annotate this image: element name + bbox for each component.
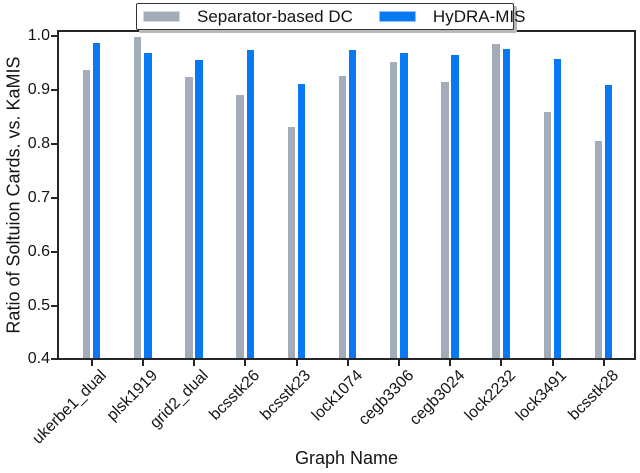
- x-tick-mark: [141, 360, 144, 366]
- legend-swatch-hydra-mis: [378, 11, 416, 22]
- bar-hydra-mis-lock3491: [553, 58, 562, 358]
- y-tick-mark: [51, 142, 57, 145]
- bar-separator-dc-lock1074: [338, 76, 347, 358]
- y-tick-mark: [51, 250, 57, 253]
- legend-item-separator-based-dc: Separator-based DC: [143, 7, 353, 27]
- x-tick-label-cegb3306: cegb3306: [355, 367, 417, 429]
- bar-hydra-mis-bcsstk28: [604, 84, 613, 358]
- y-axis-title: Ratio of Soltuion Cards. vs. KaMIS: [3, 56, 24, 334]
- bar-hydra-mis-bcsstk23: [297, 83, 306, 358]
- legend-label-separator-based-dc: Separator-based DC: [197, 6, 353, 26]
- bar-hydra-mis-cegb3306: [400, 53, 408, 358]
- y-tick-label: 0.7: [27, 188, 50, 206]
- x-tick-mark: [449, 360, 452, 366]
- y-tick-mark: [51, 196, 57, 199]
- y-tick-label: 0.9: [27, 80, 50, 98]
- x-tick-label-bcsstk23: bcsstk23: [257, 367, 315, 424]
- bar-separator-dc-cegb3306: [389, 62, 398, 358]
- bar-separator-dc-bcsstk28: [594, 141, 603, 358]
- bar-separator-dc-lock2232: [492, 43, 500, 358]
- x-tick-label-lock3491: lock3491: [513, 367, 571, 425]
- legend: Separator-based DC HyDRA-MIS: [136, 3, 525, 30]
- x-tick-mark: [295, 360, 298, 366]
- bar-hydra-mis-ukerbe1_dual: [92, 42, 101, 358]
- y-tick-mark: [51, 35, 57, 37]
- x-tick-label-bcsstk26: bcsstk26: [206, 367, 264, 424]
- y-tick-mark: [51, 358, 57, 361]
- y-tick-label: 1.0: [27, 27, 50, 44]
- legend-item-hydra-mis: HyDRA-MIS: [378, 6, 526, 27]
- x-axis-title: Graph Name: [294, 448, 399, 468]
- legend-label-hydra-mis: HyDRA-MIS: [432, 6, 526, 26]
- bar-separator-dc-lock3491: [543, 112, 551, 358]
- x-tick-mark: [500, 360, 503, 366]
- x-tick-mark: [90, 360, 93, 366]
- bar-separator-dc-cegb3024: [441, 82, 449, 358]
- bar-separator-dc-grid2_dual: [185, 77, 193, 358]
- x-tick-label-cegb3024: cegb3024: [406, 367, 469, 429]
- y-tick-mark: [51, 88, 57, 91]
- bar-hydra-mis-cegb3024: [451, 54, 459, 358]
- x-tick-mark: [397, 360, 400, 366]
- bar-hydra-mis-bcsstk26: [246, 49, 254, 358]
- y-tick-label: 0.8: [27, 134, 50, 152]
- bar-separator-dc-plsk1919: [133, 36, 142, 358]
- y-tick-label: 0.6: [27, 242, 50, 260]
- x-tick-mark: [193, 360, 196, 366]
- bar-hydra-mis-lock2232: [502, 48, 510, 358]
- y-tick-mark: [51, 304, 57, 307]
- plot-area: [57, 30, 636, 360]
- x-tick-mark: [551, 360, 554, 366]
- bar-separator-dc-bcsstk23: [287, 126, 295, 358]
- x-tick-label-lock2232: lock2232: [462, 367, 520, 425]
- legend-swatch-separator-based-dc: [143, 11, 180, 22]
- y-tick-label: 0.4: [27, 350, 50, 368]
- bar-hydra-mis-plsk1919: [144, 52, 152, 358]
- bar-separator-dc-ukerbe1_dual: [82, 69, 91, 358]
- bar-hydra-mis-lock1074: [348, 50, 357, 358]
- x-tick-mark: [346, 360, 349, 366]
- x-tick-label-ukerbe1_dual: ukerbe1_dual: [29, 367, 110, 448]
- bar-separator-dc-bcsstk26: [236, 94, 244, 358]
- x-tick-mark: [602, 360, 605, 366]
- y-tick-label: 0.5: [27, 296, 50, 314]
- bar-hydra-mis-grid2_dual: [195, 60, 203, 358]
- x-tick-mark: [244, 360, 247, 366]
- x-tick-label-bcsstk28: bcsstk28: [565, 367, 622, 424]
